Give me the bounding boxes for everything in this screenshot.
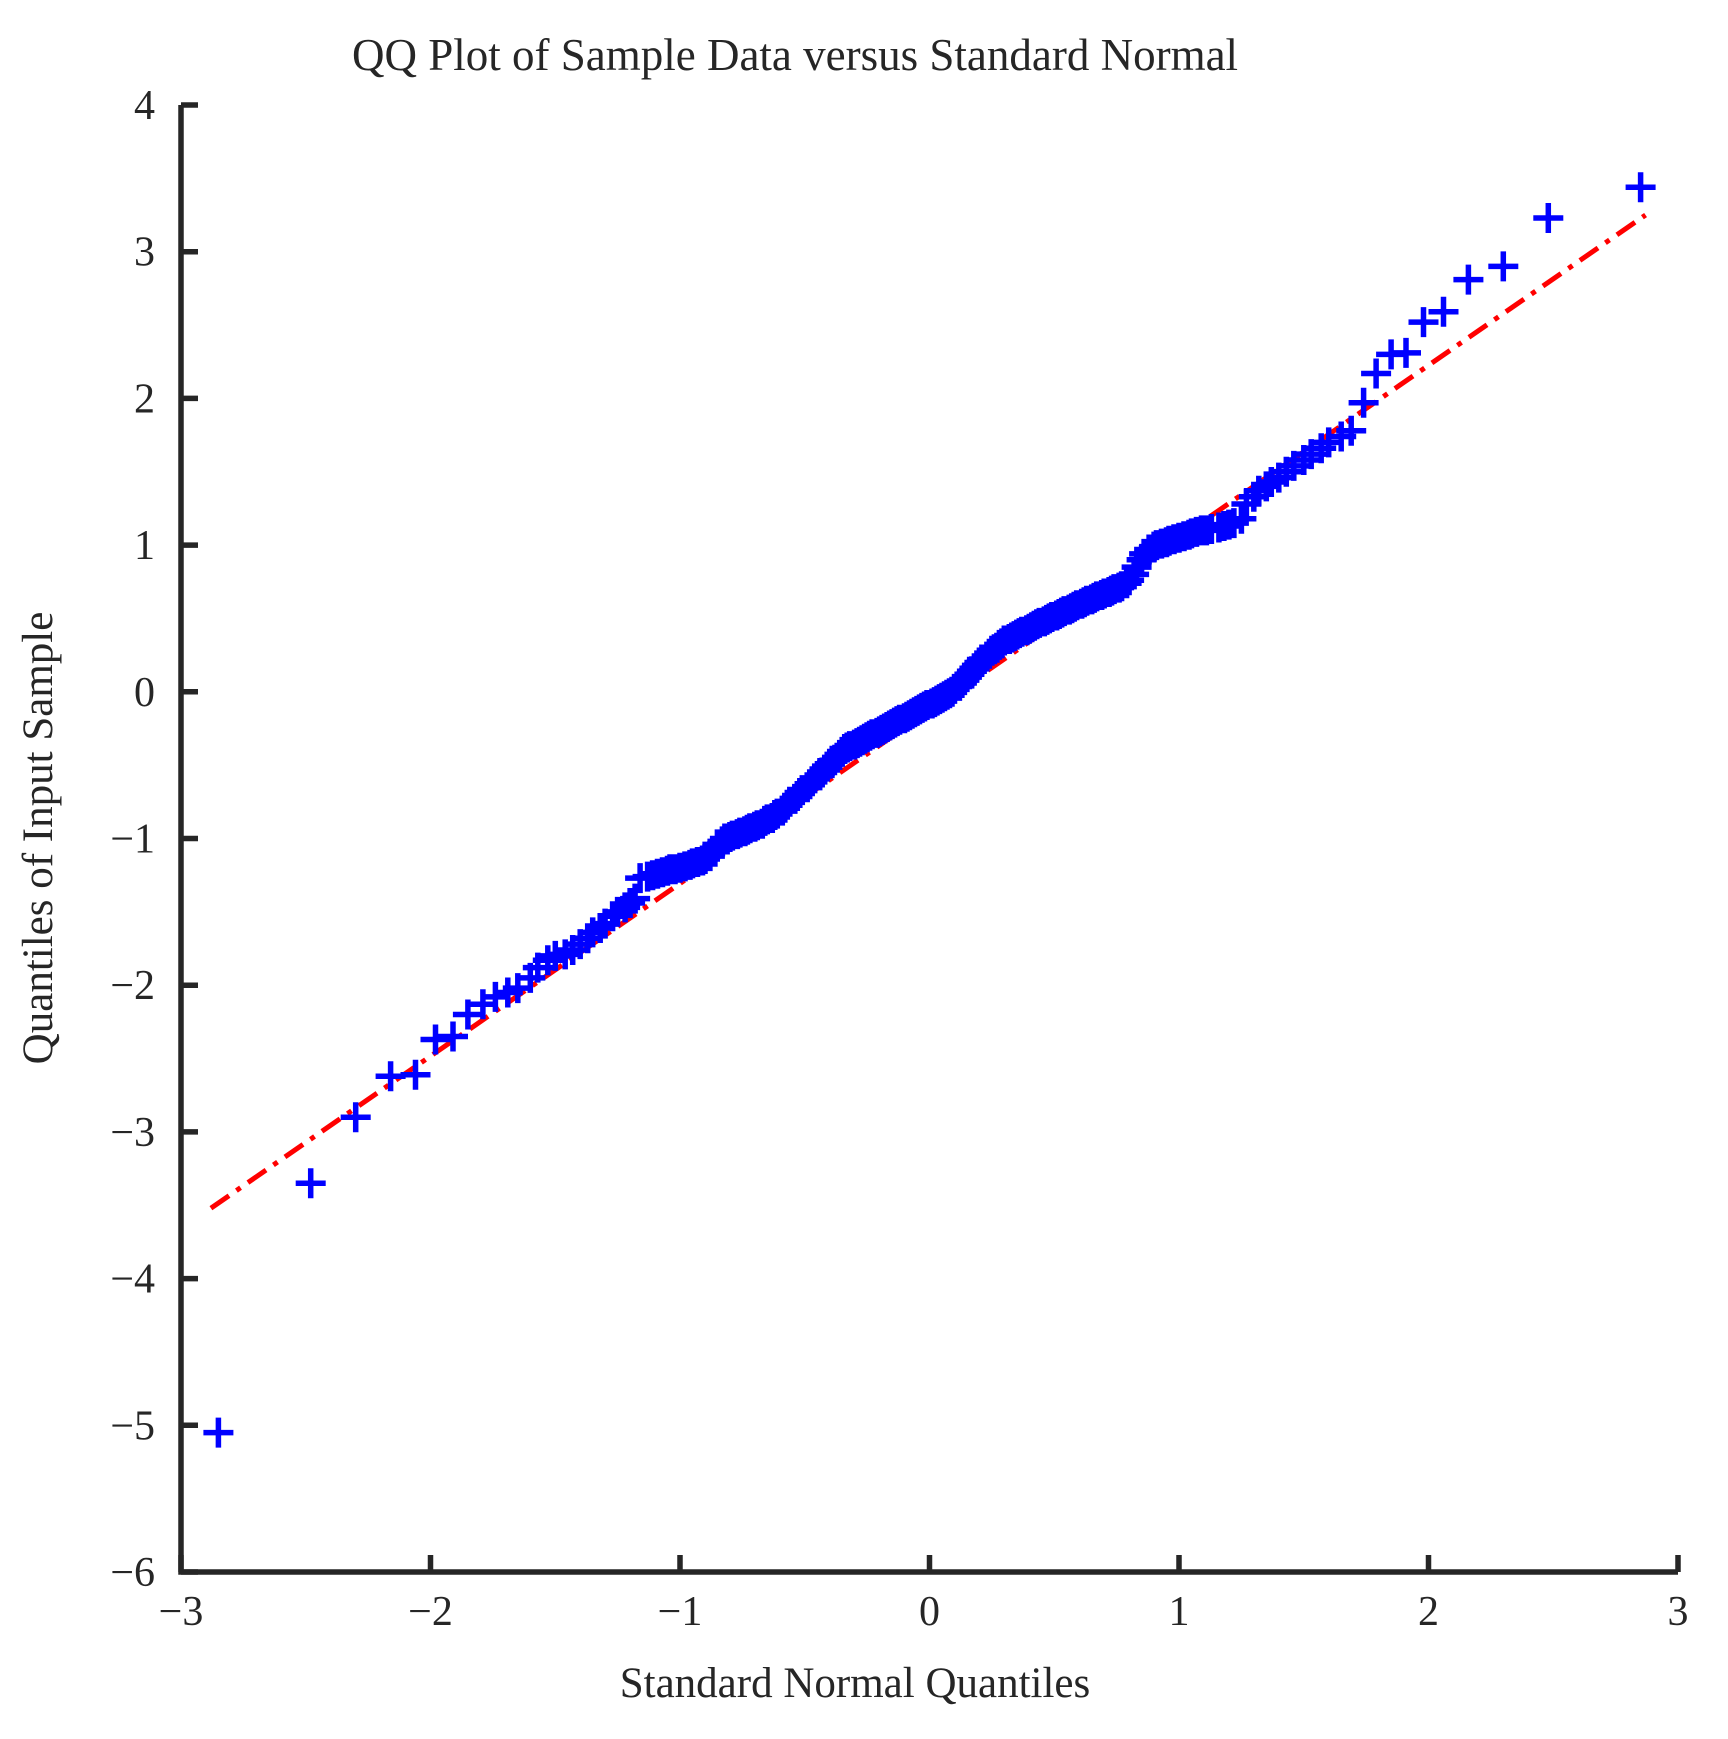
x-tick-label: −1: [658, 1589, 703, 1635]
y-tick-label: −6: [110, 1550, 155, 1596]
axis-ticks: [178, 102, 1681, 1575]
axes-layer: [178, 102, 1681, 1575]
scatter-marker-layer: [203, 172, 1656, 1448]
chart-title: QQ Plot of Sample Data versus Standard N…: [352, 30, 1238, 80]
y-tick-label: 3: [134, 230, 155, 276]
y-axis-label: Quantiles of Input Sample: [15, 612, 62, 1065]
y-tick-label: 0: [134, 670, 155, 716]
y-tick-label: −1: [110, 817, 155, 863]
x-tick-label: 0: [919, 1589, 940, 1635]
x-tick-label: −3: [159, 1589, 204, 1635]
y-tick-label: 4: [134, 83, 155, 129]
y-tick-label: −3: [110, 1110, 155, 1156]
y-tick-label: −2: [110, 963, 155, 1009]
y-tick-label: −5: [110, 1403, 155, 1449]
y-tick-label: 2: [134, 376, 155, 422]
y-tick-label: 1: [134, 523, 155, 569]
qq-sample-points: [203, 172, 1656, 1448]
x-tick-label: 2: [1418, 1589, 1439, 1635]
axis-spines: [178, 105, 1678, 1575]
tick-label-layer: −3 −2 −1 0 1 2 3 −6 −5 −4 −3 −2 −1 0 1 2 3 4: [110, 83, 1688, 1635]
x-axis-label: Standard Normal Quantiles: [620, 1660, 1091, 1707]
y-tick-label: −4: [110, 1257, 155, 1303]
x-tick-label: −2: [408, 1589, 453, 1635]
x-tick-label: 3: [1668, 1589, 1689, 1635]
x-tick-label: 1: [1169, 1589, 1190, 1635]
